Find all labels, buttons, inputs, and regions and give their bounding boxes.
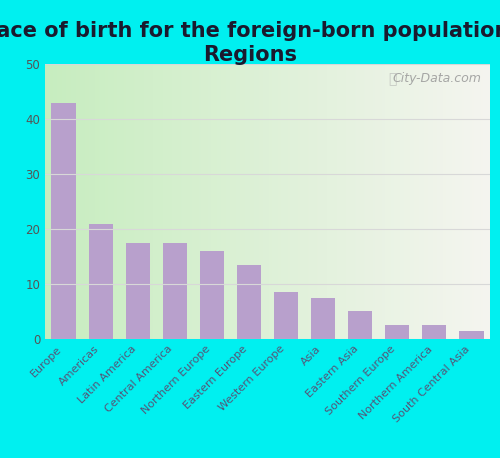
Bar	[162, 243, 187, 339]
Bar	[237, 265, 261, 339]
Text: City-Data.com: City-Data.com	[392, 72, 481, 85]
Bar	[422, 325, 446, 339]
Text: ⓘ: ⓘ	[388, 72, 396, 87]
Bar	[348, 311, 372, 339]
Bar	[200, 251, 224, 339]
Bar	[460, 331, 483, 339]
Text: Place of birth for the foreign-born population -
Regions: Place of birth for the foreign-born popu…	[0, 21, 500, 65]
Bar	[311, 298, 335, 339]
Bar	[88, 224, 112, 339]
Bar	[126, 243, 150, 339]
Bar	[274, 292, 298, 339]
Bar	[385, 325, 409, 339]
Bar	[52, 103, 76, 339]
